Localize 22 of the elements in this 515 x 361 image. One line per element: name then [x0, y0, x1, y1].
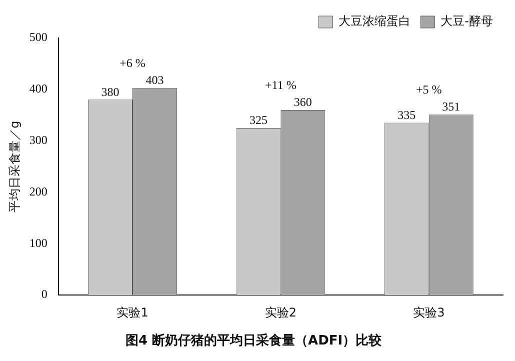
text: 图4 断奶仔猪的平均日采食量（ADFI）比较 — [125, 332, 383, 349]
x-tick-label: 实验3 — [413, 305, 445, 320]
y-tick-label: 300 — [29, 132, 48, 147]
y-tick-label: 200 — [29, 184, 48, 198]
data-label: 360 — [294, 95, 312, 110]
y-tick-label: 100 — [29, 236, 48, 250]
x-tick-label: 实验1 — [116, 305, 148, 320]
y-tick-label: 400 — [29, 82, 48, 96]
legend-label: 大豆-酵母 — [440, 14, 494, 28]
annotation: +11 % — [265, 78, 296, 92]
annotation: +5 % — [416, 82, 442, 97]
y-tick-label: 500 — [29, 30, 48, 44]
data-label: 351 — [442, 100, 460, 114]
data-label: 403 — [146, 73, 164, 88]
legend-label: 大豆浓缩蛋白 — [338, 14, 411, 28]
x-tick-label: 实验2 — [264, 305, 297, 320]
annotation: +6 % — [120, 56, 146, 70]
data-label: 325 — [249, 113, 268, 128]
data-label: 335 — [398, 108, 416, 122]
y-axis-title: 平均日采食量／g — [7, 120, 22, 212]
y-tick-label: 0 — [41, 287, 48, 302]
data-label: 380 — [101, 84, 120, 99]
